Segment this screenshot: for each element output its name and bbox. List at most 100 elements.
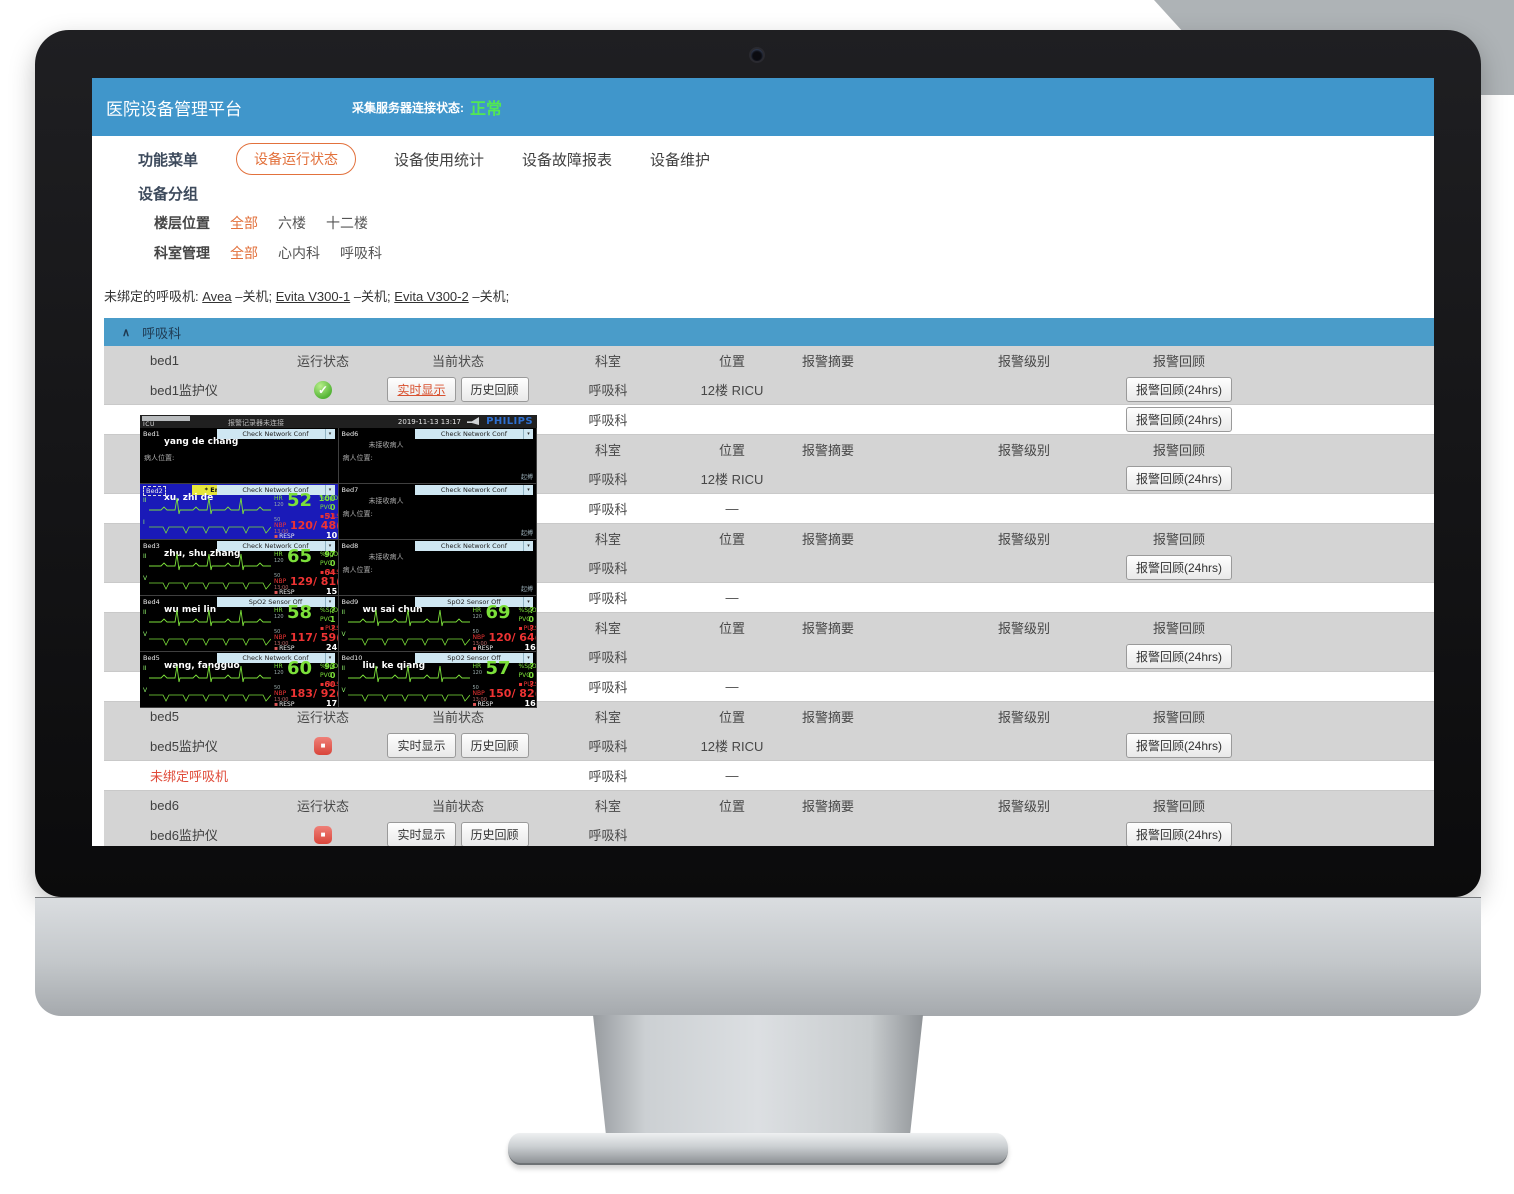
- filter-floor-label: 楼层位置: [154, 215, 210, 231]
- menu-label: 功能菜单: [138, 151, 199, 169]
- nbp-label: NBP: [274, 634, 287, 641]
- tab-device-fault-report[interactable]: 设备故障报表: [522, 151, 613, 169]
- hr-high-limit: 120: [472, 614, 483, 620]
- ecg-wave-icon: [347, 694, 470, 702]
- hr-label: HR: [274, 607, 283, 614]
- filter-floor-6[interactable]: 六楼: [278, 215, 306, 231]
- patient-name: xu, zhi de: [164, 493, 214, 503]
- hr-high-limit: 120: [274, 614, 284, 620]
- bed-header-row: bed6 运行状态 当前状态 科室 位置 报警摘要 报警级别 报警回顾: [104, 791, 1434, 820]
- alarm-review-24hrs-button[interactable]: 报警回顾(24hrs): [1125, 377, 1232, 402]
- col-location: 位置: [718, 799, 745, 814]
- device-group-heading: 设备分组: [138, 186, 199, 203]
- ventilator-location: —: [725, 590, 739, 605]
- ecg-waveforms: II V: [142, 607, 272, 651]
- monitor-device-row: bed1监护仪 实时显示 历史回顾 呼吸科 12楼 RICU 报警回顾(24hr…: [104, 375, 1434, 404]
- lead-label-2: V: [341, 631, 346, 638]
- nbp-time: 13:00: [274, 641, 289, 647]
- ecg-waveforms: II V: [142, 551, 272, 595]
- history-review-button[interactable]: 历史回顾: [460, 733, 529, 758]
- col-alarm-level: 报警级别: [997, 621, 1050, 636]
- hr-low-limit: 50: [274, 573, 281, 579]
- history-review-button[interactable]: 历史回顾: [460, 377, 529, 402]
- no-patient-label: 未接收病人: [368, 553, 404, 561]
- alarm-review-24hrs-button[interactable]: 报警回顾(24hrs): [1125, 555, 1232, 580]
- resp-value: 15: [326, 587, 338, 596]
- network-conf-dropdown[interactable]: Check Network Conf: [216, 653, 335, 663]
- network-conf-dropdown[interactable]: Check Network Conf: [216, 485, 335, 495]
- pvc-label: PVC: [320, 504, 332, 511]
- spo2-label: %SpO2: [320, 607, 339, 614]
- network-conf-dropdown[interactable]: Check Network Conf: [415, 429, 533, 439]
- nbp-time: 13:00: [472, 641, 487, 647]
- col-alarm-summary: 报警摘要: [802, 532, 855, 547]
- ventilator-department: 呼吸科: [588, 413, 628, 428]
- bed-id-label: Bed1: [143, 430, 160, 438]
- hr-high-limit: 120: [274, 670, 284, 676]
- filter-floor-12[interactable]: 十二楼: [326, 215, 368, 231]
- history-review-button[interactable]: 历史回顾: [460, 822, 529, 846]
- network-conf-dropdown[interactable]: Check Network Conf: [216, 541, 335, 551]
- realtime-display-button[interactable]: 实时显示: [387, 733, 456, 758]
- col-alarm-level: 报警级别: [997, 710, 1050, 725]
- filter-department-all[interactable]: 全部: [230, 245, 258, 261]
- nbp-label: NBP: [274, 522, 287, 529]
- patient-location-label: 病人位置:: [342, 454, 373, 462]
- nbp-value: 183/ 92(115): [290, 687, 338, 700]
- hr-value: 69: [485, 602, 511, 623]
- patient-name: wang, fangguo: [164, 661, 240, 671]
- device-location: 12楼 RICU: [700, 739, 764, 754]
- unbound-link-avea[interactable]: Avea: [202, 289, 232, 304]
- alarm-review-24hrs-button[interactable]: 报警回顾(24hrs): [1125, 733, 1232, 758]
- alarm-review-24hrs-button[interactable]: 报警回顾(24hrs): [1125, 407, 1232, 432]
- tab-device-maintenance[interactable]: 设备维护: [650, 151, 711, 169]
- ventilator-location: —: [725, 501, 739, 516]
- alarm-review-24hrs-button[interactable]: 报警回顾(24hrs): [1125, 466, 1232, 491]
- network-conf-dropdown[interactable]: Check Network Conf: [415, 541, 533, 551]
- unbound-link-evita-v300-2[interactable]: Evita V300-2: [394, 289, 469, 304]
- alarm-review-24hrs-button[interactable]: 报警回顾(24hrs): [1125, 822, 1232, 846]
- filter-floor-all[interactable]: 全部: [230, 215, 258, 231]
- lead-label-2: V: [143, 687, 148, 694]
- monitor-chin: [35, 897, 1481, 1016]
- monitor-stand-foot: [508, 1133, 1008, 1165]
- col-run-status: 运行状态: [296, 354, 349, 369]
- bed-id-label: Bed4: [143, 598, 160, 606]
- central-monitor-popup: ICU 报警记录器未连接 2019-11-13 13:17 PHILIPS Be…: [140, 415, 537, 708]
- ecg-wave-icon: [347, 638, 470, 646]
- col-department: 科室: [594, 532, 621, 547]
- nbp-value: 150/ 82(101): [488, 687, 537, 700]
- resp-label: RESP: [274, 533, 294, 539]
- col-department: 科室: [594, 621, 621, 636]
- ecg-waveforms: II V: [341, 607, 471, 651]
- network-conf-dropdown[interactable]: Check Network Conf: [415, 485, 533, 495]
- unbound-ventilators-line: 未绑定的呼吸机: Avea –关机; Evita V300-1 –关机; Evi…: [104, 288, 1434, 306]
- ecg-waveforms: II V: [142, 663, 272, 707]
- network-conf-dropdown[interactable]: SpO2 Sensor Off: [415, 597, 533, 607]
- screen: 医院设备管理平台 采集服务器连接状态: 正常 功能菜单 设备运行状态 设备使用统…: [92, 78, 1434, 846]
- alarm-review-24hrs-button[interactable]: 报警回顾(24hrs): [1125, 644, 1232, 669]
- network-conf-dropdown[interactable]: SpO2 Sensor Off: [216, 597, 335, 607]
- bed-sector: Bed7 Check Network Conf 未接收病人 病人位置: 起搏: [338, 484, 537, 540]
- section-bar-respiratory[interactable]: ∧ 呼吸科: [104, 318, 1434, 346]
- filter-department-respiratory[interactable]: 呼吸科: [340, 245, 382, 261]
- collapse-icon[interactable]: ∧: [122, 326, 131, 339]
- col-alarm-review: 报警回顾: [1152, 621, 1205, 636]
- realtime-display-button[interactable]: 实时显示: [387, 822, 456, 846]
- device-location: 12楼 RICU: [700, 472, 764, 487]
- hr-value: 58: [287, 602, 313, 623]
- unbound-link-evita-v300-1[interactable]: Evita V300-1: [275, 289, 351, 304]
- monitor-header: ICU 报警记录器未连接 2019-11-13 13:17 PHILIPS: [140, 415, 537, 428]
- filter-department-cardiology[interactable]: 心内科: [278, 245, 320, 261]
- network-conf-dropdown[interactable]: Check Network Conf: [216, 429, 335, 439]
- col-alarm-review: 报警回顾: [1152, 532, 1205, 547]
- server-status-value: 正常: [470, 101, 503, 118]
- tab-device-run-status[interactable]: 设备运行状态: [236, 143, 357, 175]
- hr-value: 52: [287, 490, 313, 511]
- hr-label: HR: [274, 551, 283, 558]
- tab-device-usage-stats[interactable]: 设备使用统计: [394, 151, 485, 169]
- network-conf-dropdown[interactable]: SpO2 Sensor Off: [415, 653, 533, 663]
- device-department: 呼吸科: [588, 383, 628, 398]
- resp-value: 17: [326, 699, 338, 708]
- realtime-display-button[interactable]: 实时显示: [387, 377, 456, 402]
